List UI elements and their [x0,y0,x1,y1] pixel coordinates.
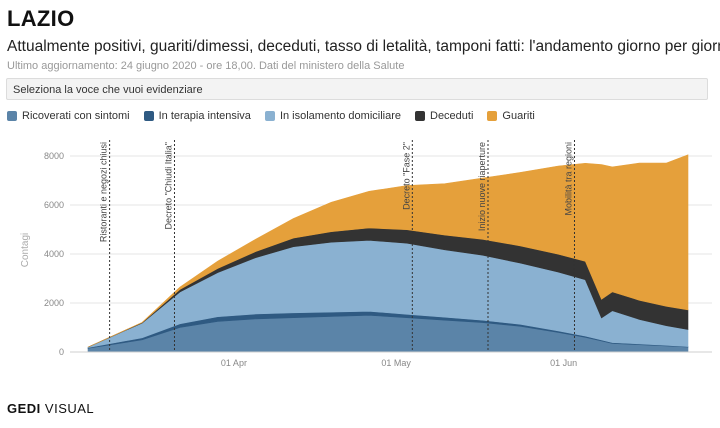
stacked-area-chart: 0 2000 4000 6000 8000 Contagi 01 Apr 01 May 01 J… [20,140,712,368]
gedi-visual-logo: GEDI VISUAL [7,401,94,416]
y-tick-label: 8000 [44,151,64,161]
legend-item-in-isolamento-domiciliare[interactable]: In isolamento domiciliare [264,110,401,122]
x-tick-label: 01 Apr [221,358,247,368]
legend-swatch [264,111,275,121]
annotation-label: Mobilità tra regioni [563,142,573,216]
legend-label: In isolamento domiciliare [279,110,401,122]
area-series-guariti [87,154,689,348]
legend-swatch [487,111,498,121]
y-tick-label: 0 [59,347,64,357]
legend-item-in-terapia-intensiva[interactable]: In terapia intensiva [143,110,251,122]
y-tick-label: 4000 [44,249,64,259]
page-subtitle: Attualmente positivi, guariti/dimessi, d… [7,38,720,55]
chart-legend: Ricoverati con sintomi In terapia intensi… [7,110,535,122]
last-updated-note: Ultimo aggiornamento: 24 giugno 2020 - o… [7,60,405,72]
y-tick-label: 2000 [44,298,64,308]
legend-label: In terapia intensiva [158,110,251,122]
y-tick-label: 6000 [44,200,64,210]
annotation-label: Ristoranti e negozi chiusi [99,142,109,242]
annotation-label: Decreto "Chiudi Italia" [163,142,173,229]
y-axis-label: Contagi [20,233,31,267]
legend-label: Guariti [502,110,535,122]
legend-item-deceduti[interactable]: Deceduti [415,110,473,122]
annotation-label: Decreto "Fase 2" [401,142,411,210]
legend-label: Deceduti [430,110,474,122]
x-tick-label: 01 May [381,358,411,368]
legend-item-guariti[interactable]: Guariti [487,110,535,122]
logo-suffix: VISUAL [44,401,95,416]
legend-item-ricoverati-con-sintomi[interactable]: Ricoverati con sintomi [7,110,130,122]
highlight-selector[interactable]: Seleziona la voce che vuoi evidenziare [6,78,708,100]
x-tick-label: 01 Jun [550,358,577,368]
page-title: LAZIO [7,6,75,31]
logo-brand: GEDI [7,401,41,416]
legend-swatch [415,111,425,121]
legend-swatch [143,111,154,121]
legend-label: Ricoverati con sintomi [22,110,130,122]
annotation-label: Inizio nuove riaperture [477,142,487,231]
legend-swatch [7,111,17,121]
